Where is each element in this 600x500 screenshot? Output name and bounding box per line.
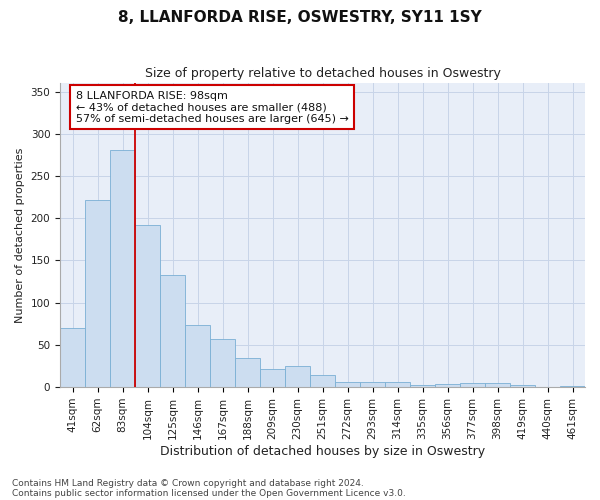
Bar [160, 275, 185, 387]
Text: Contains public sector information licensed under the Open Government Licence v3: Contains public sector information licen… [12, 488, 406, 498]
Text: 8, LLANFORDA RISE, OSWESTRY, SY11 1SY: 8, LLANFORDA RISE, OSWESTRY, SY11 1SY [118, 10, 482, 25]
Bar [510, 386, 535, 387]
Bar [60, 328, 85, 387]
Bar [110, 150, 135, 387]
Bar [85, 200, 110, 387]
Bar [310, 376, 335, 387]
Bar [185, 326, 210, 387]
Text: Contains HM Land Registry data © Crown copyright and database right 2024.: Contains HM Land Registry data © Crown c… [12, 478, 364, 488]
Text: 8 LLANFORDA RISE: 98sqm
← 43% of detached houses are smaller (488)
57% of semi-d: 8 LLANFORDA RISE: 98sqm ← 43% of detache… [76, 90, 349, 124]
Bar [560, 386, 585, 387]
Title: Size of property relative to detached houses in Oswestry: Size of property relative to detached ho… [145, 68, 500, 80]
Bar [335, 382, 360, 387]
X-axis label: Distribution of detached houses by size in Oswestry: Distribution of detached houses by size … [160, 444, 485, 458]
Bar [360, 382, 385, 387]
Bar [435, 384, 460, 387]
Bar [460, 383, 485, 387]
Bar [385, 382, 410, 387]
Bar [260, 370, 285, 387]
Bar [135, 225, 160, 387]
Bar [235, 358, 260, 387]
Bar [285, 366, 310, 387]
Bar [410, 384, 435, 387]
Y-axis label: Number of detached properties: Number of detached properties [15, 148, 25, 323]
Bar [210, 339, 235, 387]
Bar [485, 383, 510, 387]
